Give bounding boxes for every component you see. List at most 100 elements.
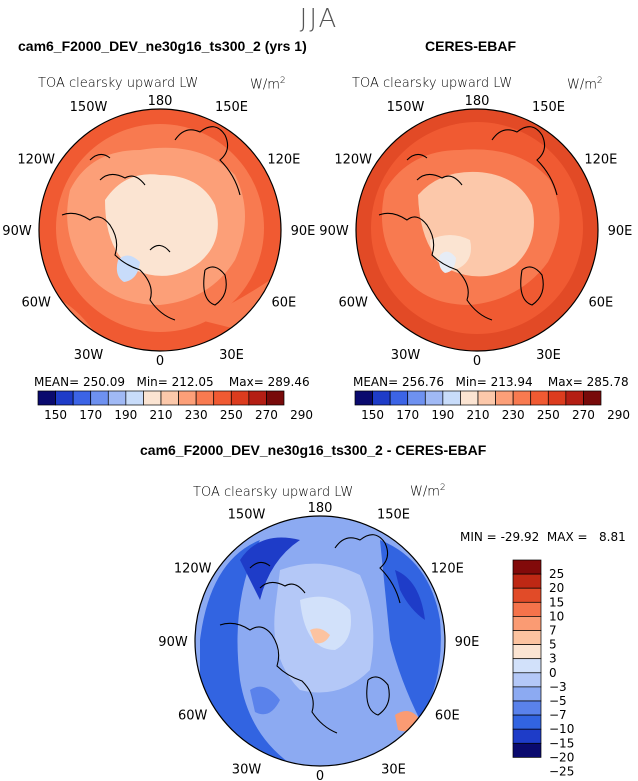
panel2-colorbar-tick: 170 [396,408,419,422]
panel2-map [356,109,598,351]
panel1-lon-label-90e: 90E [291,224,316,239]
panel2-lon-labels: 180 150E 120E 90E 60E 30E 0 30W 60W 90W 120W 150W [319,94,632,369]
panel2-colorbar: 150 170 190 210 230 250 270 290 [354,390,630,422]
panel3-colorbar-tick: −5 [549,694,567,708]
panel1-colorbar-cell [55,390,74,406]
panel3-lon-label-120e: 120E [431,562,464,577]
panel1-colorbar-cell [107,390,127,406]
panel2-title: CERES-EBAF [425,38,517,54]
panel2-colorbar-cell [372,390,391,406]
panel1-variable: TOA clearsky upward LW [38,76,199,91]
panel1-lon-labels: 180 150E 120E 90E 60E 30E 0 30W 60W 90W 120W 150W [2,94,315,369]
panel3-colorbar-tick: −15 [549,736,574,750]
panel1-map-border [38,108,282,352]
panel1-units: W/m2 [250,76,286,93]
panel3-colorbar-cell [512,616,542,631]
panel3-map-border [194,515,446,767]
panel3-lon-label-30e: 30E [381,762,406,777]
panel2-lon-label-30w: 30W [391,348,421,363]
panel3-lon-label-180: 180 [308,501,333,516]
panel3-lon-label-0: 0 [316,769,324,781]
panel1-colorbar-tick: 210 [150,408,173,422]
panel3-lon-label-60e: 60E [435,709,460,724]
panel3-lon-labels: 180 150E 120E 90E 60E 30E 0 30W 60W 90W 120W 150W [158,501,479,781]
panel2-colorbar-cell [530,390,549,406]
panel3-colorbar-cell [512,587,542,603]
panel2-colorbar-tick: 210 [467,408,490,422]
panel2-lon-label-60w: 60W [338,296,368,311]
panel1-colorbar-tick: 290 [290,408,313,422]
panel3-colorbar-cell [512,630,542,645]
panel2-colorbar-cell [460,390,479,406]
panel3-units: W/m2 [410,483,446,500]
panel3-colorbar-tick: −10 [549,722,574,736]
panel3-lon-label-60w: 60W [178,709,208,724]
panel2-colorbar-tick: 150 [361,408,384,422]
panel2-colorbar-cell [407,390,426,406]
panel3-colorbar-tick: −7 [549,708,567,722]
panel2-lon-label-150e: 150E [532,100,565,115]
panel2-lon-label-120w: 120W [334,153,372,168]
season-title: JJA [299,4,339,34]
panel2-colorbar-tick: 230 [502,408,525,422]
panel2-colorbar-cell [477,390,496,406]
panel2-colorbar-tick: 290 [607,408,630,422]
panel1-lon-label-150w: 150W [70,100,108,115]
panel3-lon-label-90e: 90E [455,635,480,650]
panel2-colorbar-cell [424,390,444,406]
panel1-colorbar: 150 170 190 210 230 250 270 290 [37,390,313,422]
panel3-colorbar-cell [512,714,542,730]
panel1-lon-label-0: 0 [156,354,164,369]
panel1-colorbar-cell [266,390,285,406]
panel3-colorbar-tick: −20 [549,750,574,764]
panel3-colorbar-tick: 15 [549,595,564,609]
panel3-colorbar-tick: 20 [549,581,564,595]
panel2-lon-label-0: 0 [473,354,481,369]
panel2-units: W/m2 [567,76,603,93]
panel1-colorbar-tick: 150 [44,408,67,422]
panel1-lon-label-180: 180 [148,94,173,109]
panel2-map-border [355,108,599,352]
panel2-colorbar-cell [565,390,584,406]
panel2-colorbar-cell [583,390,602,406]
panel3-colorbar-cell [512,728,542,744]
panel1-colorbar-tick: 230 [185,408,208,422]
panel1-lon-label-150e: 150E [215,100,248,115]
panel1-colorbar-cell [125,390,144,406]
panel1-colorbar-tick: 250 [220,408,243,422]
panel3-colorbar-cell [512,573,542,589]
panel3-lon-label-30w: 30W [232,762,262,777]
panel2-colorbar-cell [354,390,373,406]
panel1-lon-label-30e: 30E [219,348,244,363]
panel1-colorbar-cell [37,390,56,406]
panel1-map [39,109,281,351]
panel3-colorbar-cell [512,672,542,688]
panel1-colorbar-cell [178,390,197,406]
panel3-colorbar-tick: 7 [549,624,557,638]
panel1-colorbar-cell [72,390,92,406]
panel3-colorbar-tick: 10 [549,609,564,623]
panel2-stats: MEAN= 256.76 Min= 213.94 Max= 285.78 [353,375,629,389]
panel1-stats: MEAN= 250.09 Min= 212.05 Max= 289.46 [34,375,310,389]
panel1-lon-label-60e: 60E [271,296,296,311]
panel2-variable: TOA clearsky upward LW [352,76,513,91]
panel1-lon-label-30w: 30W [74,348,104,363]
panel3-colorbar-tick: −25 [549,765,574,779]
panel2-colorbar-cell [512,390,532,406]
panel1-colorbar-tick: 170 [79,408,102,422]
panel2-colorbar-tick: 270 [572,408,595,422]
panel1-colorbar-cell [195,390,215,406]
panel3-title: cam6_F2000_DEV_ne30g16_ts300_2 - CERES-E… [140,442,487,458]
panel2-lon-label-120e: 120E [584,153,617,168]
panel3-colorbar-cell [512,700,542,716]
panel3-lon-label-90w: 90W [158,635,188,650]
panel1-colorbar-cell [213,390,232,406]
panel2-lon-label-30e: 30E [536,348,561,363]
panel3-colorbar-tick: −3 [549,680,567,694]
panel2-colorbar-tick: 190 [431,408,454,422]
panel2-colorbar-cell [442,390,461,406]
panel3-stats: MIN = -29.92 MAX = 8.81 [460,530,626,544]
panel3-colorbar-tick: 25 [549,567,564,581]
panel3-lon-label-120w: 120W [174,562,212,577]
